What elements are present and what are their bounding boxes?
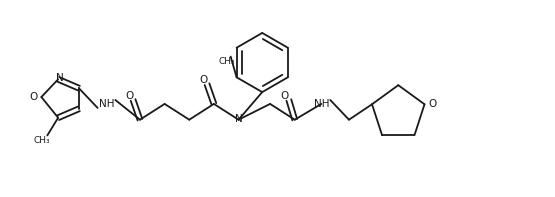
Text: NH: NH — [99, 99, 114, 109]
Text: N: N — [56, 73, 64, 83]
Text: O: O — [281, 91, 289, 101]
Text: CH₃: CH₃ — [219, 57, 235, 66]
Text: N: N — [235, 114, 243, 124]
Text: O: O — [29, 92, 38, 102]
Text: O: O — [428, 99, 437, 109]
Text: O: O — [199, 75, 207, 85]
Text: NH: NH — [314, 99, 329, 109]
Text: O: O — [125, 91, 133, 101]
Text: CH₃: CH₃ — [33, 136, 50, 145]
